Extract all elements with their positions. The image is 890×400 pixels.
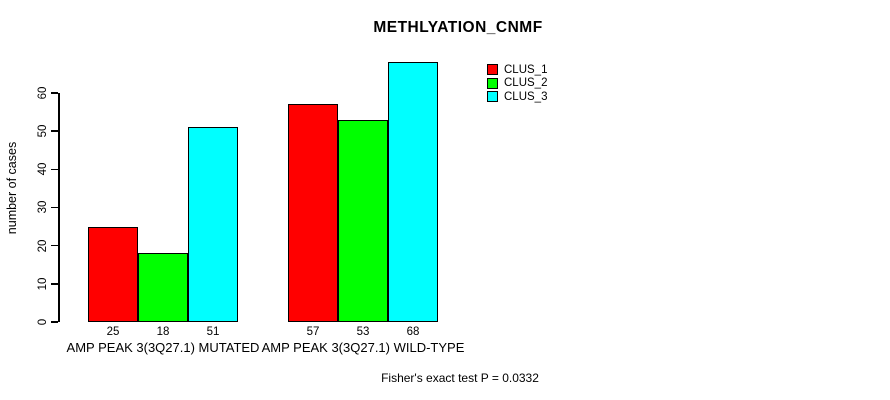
y-axis-tick-label: 20 — [37, 239, 49, 253]
legend-item-clus_1: CLUS_1 — [487, 63, 547, 77]
legend-item-clus_3: CLUS_3 — [487, 90, 547, 104]
bar-value-label: 57 — [306, 326, 320, 338]
y-axis-tick — [51, 321, 58, 323]
y-axis-tick — [51, 244, 58, 247]
y-axis-tick — [51, 283, 58, 285]
legend-label: CLUS_1 — [504, 63, 548, 76]
bar-value-label: 53 — [356, 326, 370, 338]
bar-clus_1-group1 — [88, 226, 138, 322]
legend-swatch-clus_2 — [487, 77, 498, 89]
chart-title: METHLYATION_CNMF — [373, 19, 543, 36]
bar-clus_2-group1 — [138, 253, 188, 322]
x-axis-group-label: AMP PEAK 3(3Q27.1) MUTATED — [66, 340, 260, 355]
legend-swatch-clus_1 — [487, 64, 498, 76]
legend-label: CLUS_3 — [504, 90, 548, 103]
bar-clus_3-group1 — [188, 127, 238, 322]
y-axis-tick — [51, 206, 58, 209]
bar-value-label: 51 — [206, 326, 220, 338]
y-axis-line — [58, 93, 60, 322]
bar-value-label: 25 — [106, 326, 120, 338]
bar-clus_2-group2 — [338, 119, 388, 322]
legend-item-clus_2: CLUS_2 — [487, 77, 547, 91]
y-axis-tick — [51, 92, 58, 94]
legend: CLUS_1 CLUS_2 CLUS_3 — [487, 63, 547, 104]
x-axis-group-label: AMP PEAK 3(3Q27.1) WILD-TYPE — [261, 340, 465, 355]
bar-clus_3-group2 — [388, 62, 438, 322]
legend-swatch-clus_3 — [487, 91, 498, 103]
bar-value-label: 18 — [156, 326, 170, 338]
legend-label: CLUS_2 — [504, 77, 548, 90]
bar-clus_1-group2 — [288, 104, 338, 322]
y-axis-label: number of cases — [5, 141, 19, 235]
y-axis-tick — [51, 168, 58, 171]
y-axis-tick-label: 0 — [37, 318, 49, 326]
y-axis-tick-label: 60 — [37, 86, 49, 100]
fisher-test-annotation: Fisher's exact test P = 0.0332 — [381, 371, 539, 385]
y-axis-tick — [51, 130, 58, 132]
y-axis-tick-label: 30 — [37, 201, 49, 214]
y-axis-tick-label: 50 — [37, 124, 49, 138]
bar-value-label: 68 — [406, 326, 420, 338]
y-axis-tick-label: 10 — [37, 277, 49, 291]
y-axis-tick-label: 40 — [37, 162, 49, 176]
